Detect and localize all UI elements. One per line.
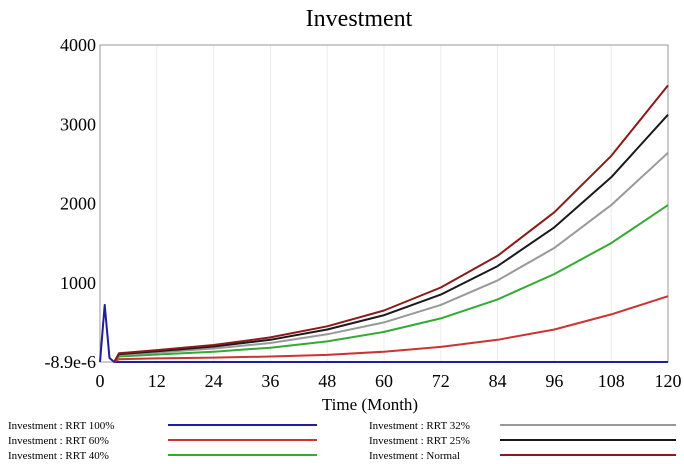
y-tick-labels: -8.9e-6 1000 2000 3000 4000 [45, 35, 96, 372]
legend-item: Investment : RRT 32% [369, 420, 676, 432]
series-line-3 [113, 204, 669, 363]
legend-label: Investment : Normal [369, 450, 460, 462]
x-tick-label: 96 [545, 371, 563, 391]
legend-label: Investment : RRT 32% [369, 420, 470, 432]
x-tick-label: 0 [96, 371, 105, 391]
x-tick-label: 108 [598, 371, 625, 391]
x-tick-label: 36 [261, 371, 279, 391]
y-tick-label: 2000 [60, 194, 96, 214]
y-tick-label: -8.9e-6 [45, 352, 96, 372]
y-tick-label: 1000 [60, 273, 96, 293]
chart-title: Investment [306, 6, 413, 32]
x-tick-label: 84 [489, 371, 507, 391]
x-tick-label: 12 [148, 371, 166, 391]
x-tick-label: 120 [655, 371, 682, 391]
legend: Investment : RRT 100% Investment : RRT 60… [8, 420, 676, 462]
series-line-5 [113, 114, 669, 363]
x-tick-label: 60 [375, 371, 393, 391]
x-tick-label: 48 [318, 371, 336, 391]
legend-label: Investment : RRT 100% [8, 420, 114, 432]
legend-item: Investment : RRT 100% [8, 420, 317, 432]
series-line-2 [113, 295, 669, 363]
x-axis-label: Time (Month) [322, 395, 418, 414]
legend-item: Investment : RRT 60% [8, 435, 317, 447]
legend-label: Investment : RRT 60% [8, 435, 109, 447]
series-line-6 [113, 84, 669, 363]
y-tick-label: 4000 [60, 35, 96, 55]
legend-item: Investment : Normal [369, 450, 676, 462]
legend-item: Investment : RRT 40% [8, 450, 317, 462]
y-tick-label: 3000 [60, 114, 96, 134]
x-tick-label: 72 [432, 371, 450, 391]
legend-label: Investment : RRT 25% [369, 435, 470, 447]
legend-label: Investment : RRT 40% [8, 450, 109, 462]
x-tick-labels: 0 12 24 36 48 60 72 84 96 108 120 [96, 371, 682, 391]
legend-item: Investment : RRT 25% [369, 435, 676, 447]
series-line-4 [113, 152, 669, 363]
x-tick-label: 24 [205, 371, 223, 391]
series-lines [99, 84, 669, 363]
series-line-1 [99, 303, 668, 363]
